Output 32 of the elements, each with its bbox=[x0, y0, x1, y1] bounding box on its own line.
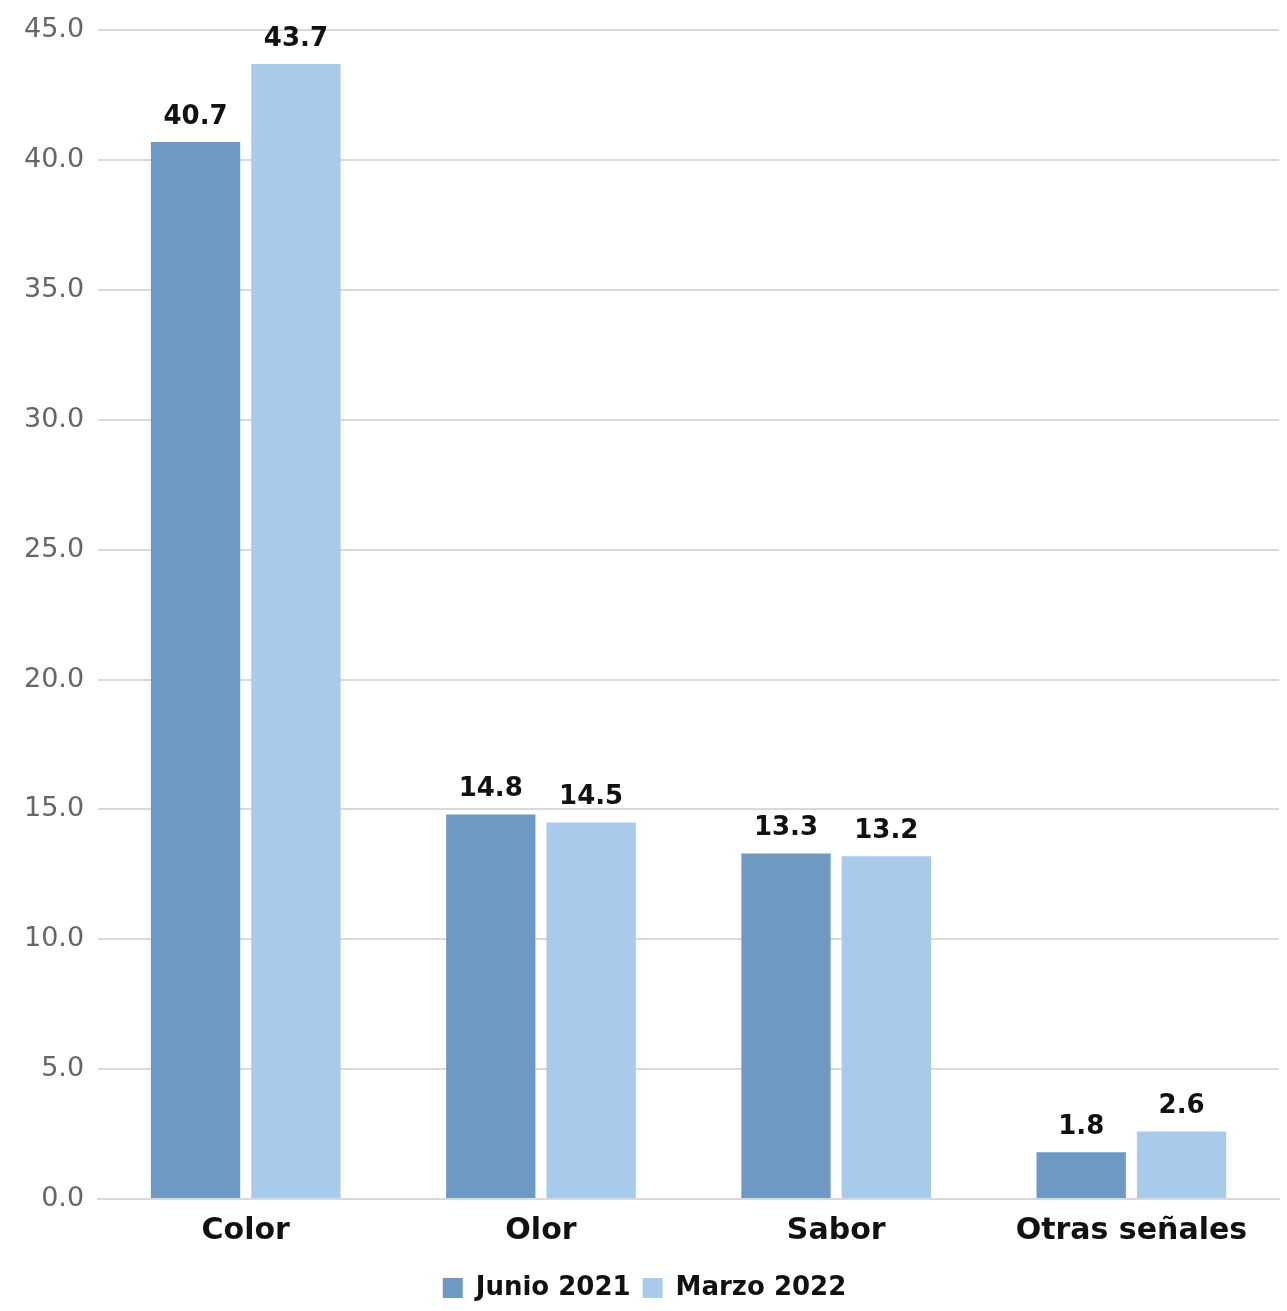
bar bbox=[150, 141, 241, 1198]
bar bbox=[841, 856, 932, 1198]
y-tick-label: 35.0 bbox=[23, 271, 85, 303]
y-tick-label: 0.0 bbox=[41, 1181, 85, 1213]
x-tick-label: Olor bbox=[505, 1210, 577, 1246]
y-tick-label: 30.0 bbox=[23, 401, 85, 433]
y-tick-label: 15.0 bbox=[23, 791, 85, 823]
data-label: 14.5 bbox=[559, 780, 624, 811]
y-tick-label: 25.0 bbox=[23, 531, 85, 563]
bar bbox=[546, 822, 636, 1198]
y-tick-label: 45.0 bbox=[23, 12, 85, 44]
x-tick-label: Color bbox=[201, 1210, 291, 1246]
bar bbox=[446, 814, 536, 1198]
data-label: 40.7 bbox=[163, 99, 228, 130]
bar bbox=[1136, 1131, 1227, 1198]
data-label: 43.7 bbox=[263, 21, 328, 52]
y-tick-label: 10.0 bbox=[23, 921, 85, 953]
data-label: 2.6 bbox=[1158, 1089, 1205, 1120]
y-tick-label: 20.0 bbox=[23, 661, 85, 693]
data-label: 14.8 bbox=[458, 772, 523, 803]
data-label: 1.8 bbox=[1058, 1110, 1105, 1140]
legend-label: Marzo 2022 bbox=[675, 1270, 847, 1301]
bar bbox=[251, 63, 341, 1198]
y-tick-label: 40.0 bbox=[23, 142, 85, 174]
x-tick-label: Otras señales bbox=[1015, 1210, 1248, 1246]
bar bbox=[741, 853, 831, 1198]
x-tick-label: Sabor bbox=[786, 1210, 886, 1246]
legend-label: Junio 2021 bbox=[473, 1270, 631, 1301]
data-label: 13.2 bbox=[854, 813, 919, 844]
bar bbox=[1036, 1152, 1126, 1198]
y-tick-label: 5.0 bbox=[41, 1051, 85, 1083]
data-label: 13.3 bbox=[753, 811, 819, 842]
